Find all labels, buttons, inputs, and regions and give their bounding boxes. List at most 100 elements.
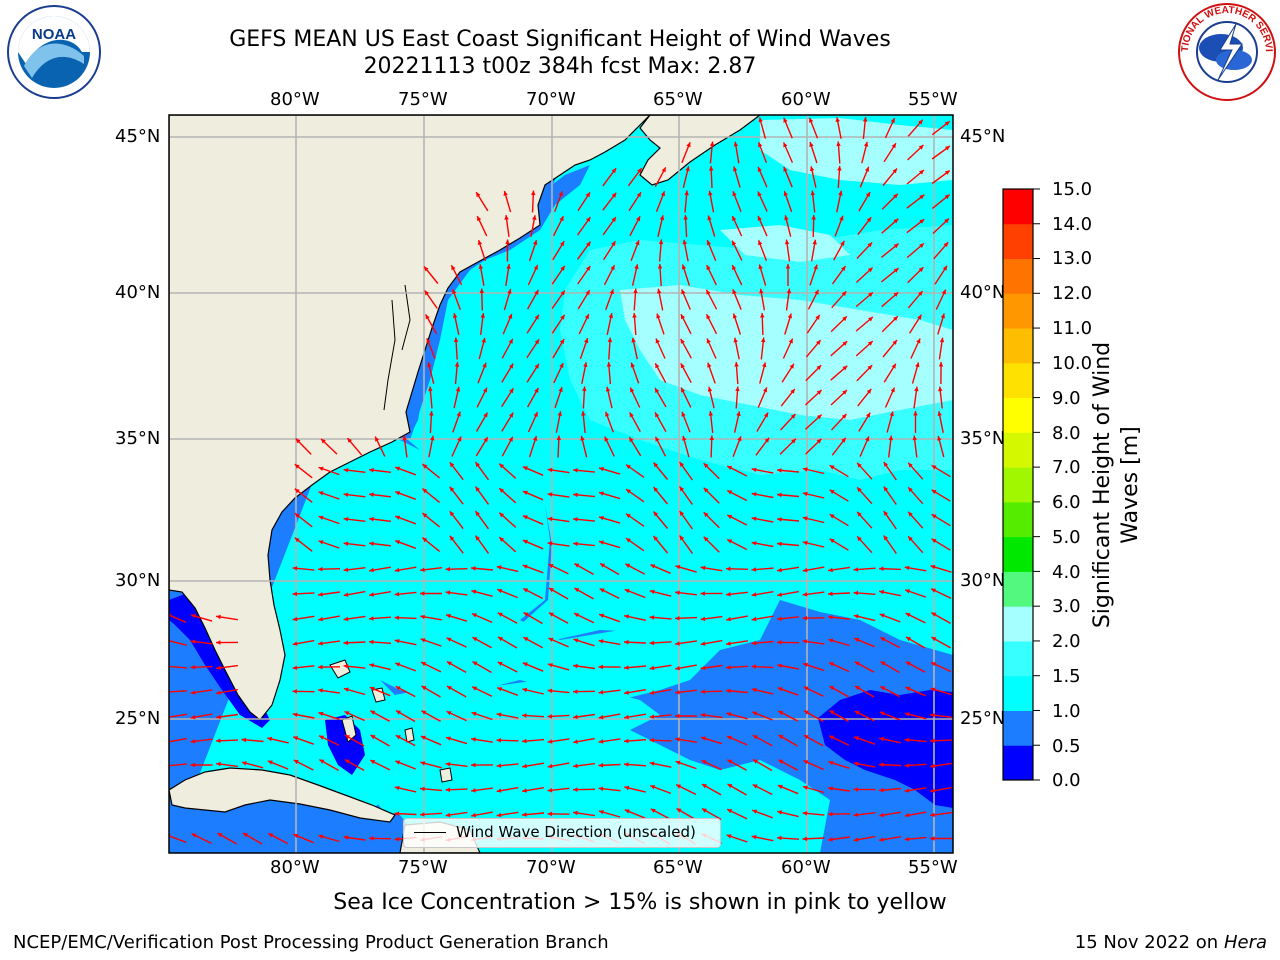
wave-direction-arrowhead [624, 714, 629, 720]
wave-direction-arrow [169, 690, 188, 693]
wave-direction-arrowhead [624, 690, 629, 695]
wave-direction-arrowhead [681, 387, 686, 393]
wave-direction-arrowhead [802, 785, 808, 790]
wave-direction-arrowhead [580, 435, 585, 441]
wave-direction-arrowhead [919, 243, 924, 248]
wave-direction-arrowhead [369, 467, 374, 473]
wave-direction-arrowhead [700, 616, 706, 622]
wave-direction-arrowhead [482, 362, 487, 368]
wave-direction-arrowhead [883, 535, 889, 541]
wave-direction-arrowhead [369, 616, 374, 621]
wave-direction-arrowhead [703, 487, 709, 493]
wave-direction-arrowhead [343, 567, 349, 572]
wave-direction-arrowhead [676, 808, 682, 813]
wave-direction-arrowhead [481, 337, 486, 343]
wave-direction-arrowhead [629, 412, 634, 418]
wave-direction-arrowhead [816, 438, 822, 444]
wave-direction-arrowhead [763, 387, 768, 393]
wave-direction-arrowhead [475, 535, 480, 541]
wave-direction-arrowhead [803, 735, 809, 740]
wave-direction-arrowhead [319, 735, 325, 740]
wave-direction-arrowhead [840, 240, 845, 246]
wave-direction-arrowhead [906, 637, 911, 642]
wave-direction-arrowhead [425, 314, 430, 320]
wave-direction-arrowhead [758, 117, 763, 123]
wave-direction-arrowhead [649, 640, 655, 646]
wave-direction-arrowhead [343, 517, 349, 522]
wave-direction-arrowhead [700, 591, 705, 596]
lon-tick-top: 60°W [781, 89, 831, 110]
wave-direction-arrowhead [679, 462, 685, 467]
wave-direction-arrowhead [784, 215, 789, 221]
wave-direction-arrowhead [868, 292, 873, 297]
wave-direction-arrowhead [904, 737, 910, 743]
wave-direction-arrowhead [868, 316, 873, 322]
wave-direction-arrowhead [318, 688, 323, 693]
wave-direction-arrowhead [853, 567, 859, 572]
wave-direction-arrowhead [626, 464, 631, 470]
wave-direction-arrowhead [842, 390, 847, 395]
wave-direction-arrowhead [857, 511, 862, 517]
wave-direction-arrowhead [292, 591, 298, 597]
wave-direction-arrowhead [532, 215, 537, 220]
wave-direction-arrowhead [396, 710, 401, 715]
wave-direction-arrowhead [867, 267, 873, 273]
wave-direction-arrowhead [726, 735, 732, 740]
wave-direction-arrowhead [930, 812, 935, 818]
wave-direction-arrowhead [343, 687, 349, 692]
wave-direction-arrowhead [931, 612, 937, 617]
wave-direction-arrowhead [472, 686, 478, 691]
wave-direction-arrowhead [867, 242, 873, 248]
wave-direction-arrowhead [777, 592, 782, 597]
wave-direction-arrowhead [559, 363, 564, 368]
wave-direction-arrowhead [430, 435, 435, 441]
wave-direction-arrowhead [892, 340, 897, 345]
wave-direction-arrowhead [216, 640, 221, 645]
wave-direction-arrowhead [293, 833, 299, 839]
noaa-logo-text: NOAA [32, 26, 76, 43]
wave-direction-arrowhead [916, 338, 921, 344]
wave-direction-arrowhead [675, 616, 680, 621]
wave-direction-arrowhead [369, 686, 375, 692]
wave-direction-arrowhead [752, 809, 758, 814]
wave-direction-arrowhead [573, 787, 578, 792]
wave-direction-arrowhead [476, 192, 481, 198]
wave-direction-arrowhead [573, 517, 578, 522]
wave-direction-arrowhead [890, 387, 895, 393]
wave-direction-arrowhead [891, 143, 896, 149]
wave-direction-arrowhead [395, 760, 401, 765]
wave-direction-arrowhead [680, 338, 685, 344]
wave-direction-arrowhead [626, 489, 631, 494]
wave-direction-arrowhead [395, 515, 401, 520]
wave-direction-arrowhead [790, 414, 796, 419]
wave-direction-arrowhead [865, 436, 870, 442]
wave-direction-arrowhead [706, 314, 711, 320]
wave-direction-arrowhead [658, 239, 664, 245]
colorbar-tick: 5.0 [1052, 527, 1081, 548]
wave-direction-arrowhead [369, 592, 374, 597]
wave-direction-arrowhead [453, 337, 459, 343]
wave-direction-arrowhead [706, 265, 711, 271]
wave-direction-arrowhead [700, 689, 705, 694]
wave-direction-arrowhead [649, 690, 655, 695]
wave-direction-arrowhead [930, 564, 936, 570]
wave-direction-arrowhead [420, 812, 425, 817]
wave-direction-arrowhead [828, 567, 833, 573]
wave-direction-arrowhead [732, 240, 737, 246]
wave-direction-arrowhead [703, 512, 709, 517]
wave-direction-arrowhead [457, 436, 462, 442]
wave-direction-arrowhead [446, 613, 451, 619]
wave-direction-arrowhead [904, 565, 910, 571]
wave-direction-arrowhead [422, 488, 428, 494]
wave-direction-arrowhead [446, 637, 452, 642]
chart-title: GEFS MEAN US East Coast Significant Heig… [229, 27, 891, 52]
wave-direction-arrowhead [726, 712, 732, 717]
wave-direction-arrow [169, 737, 187, 743]
wave-direction-arrowhead [600, 563, 605, 568]
wave-direction-arrowhead [598, 639, 604, 644]
wave-direction-arrowhead [904, 712, 910, 717]
wave-direction-arrowhead [879, 762, 884, 767]
wave-direction-arrowhead [893, 218, 899, 224]
wave-direction-arrowhead [534, 314, 539, 320]
wave-direction-arrowhead [343, 492, 349, 497]
